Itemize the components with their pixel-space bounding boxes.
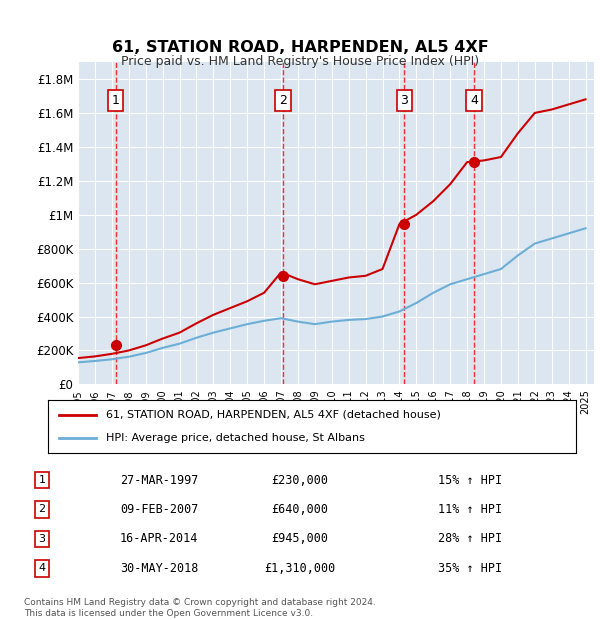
Text: 30-MAY-2018: 30-MAY-2018 (120, 562, 199, 575)
Text: 27-MAR-1997: 27-MAR-1997 (120, 474, 199, 487)
Text: 35% ↑ HPI: 35% ↑ HPI (438, 562, 502, 575)
Text: £640,000: £640,000 (271, 503, 329, 516)
Text: 3: 3 (400, 94, 408, 107)
Text: Contains HM Land Registry data © Crown copyright and database right 2024.
This d: Contains HM Land Registry data © Crown c… (24, 598, 376, 618)
Text: £1,310,000: £1,310,000 (265, 562, 335, 575)
Text: 2: 2 (279, 94, 287, 107)
Text: 4: 4 (38, 564, 46, 574)
Text: 1: 1 (112, 94, 119, 107)
Text: 3: 3 (38, 534, 46, 544)
Text: 1: 1 (38, 475, 46, 485)
Text: HPI: Average price, detached house, St Albans: HPI: Average price, detached house, St A… (106, 433, 365, 443)
Text: 15% ↑ HPI: 15% ↑ HPI (438, 474, 502, 487)
Text: £230,000: £230,000 (271, 474, 329, 487)
Text: 61, STATION ROAD, HARPENDEN, AL5 4XF: 61, STATION ROAD, HARPENDEN, AL5 4XF (112, 40, 488, 55)
Text: 16-APR-2014: 16-APR-2014 (120, 533, 199, 546)
Text: 09-FEB-2007: 09-FEB-2007 (120, 503, 199, 516)
Text: 11% ↑ HPI: 11% ↑ HPI (438, 503, 502, 516)
Text: 61, STATION ROAD, HARPENDEN, AL5 4XF (detached house): 61, STATION ROAD, HARPENDEN, AL5 4XF (de… (106, 410, 441, 420)
Text: Price paid vs. HM Land Registry's House Price Index (HPI): Price paid vs. HM Land Registry's House … (121, 55, 479, 68)
Text: £945,000: £945,000 (271, 533, 329, 546)
Text: 2: 2 (38, 505, 46, 515)
Text: 28% ↑ HPI: 28% ↑ HPI (438, 533, 502, 546)
Text: 4: 4 (470, 94, 478, 107)
